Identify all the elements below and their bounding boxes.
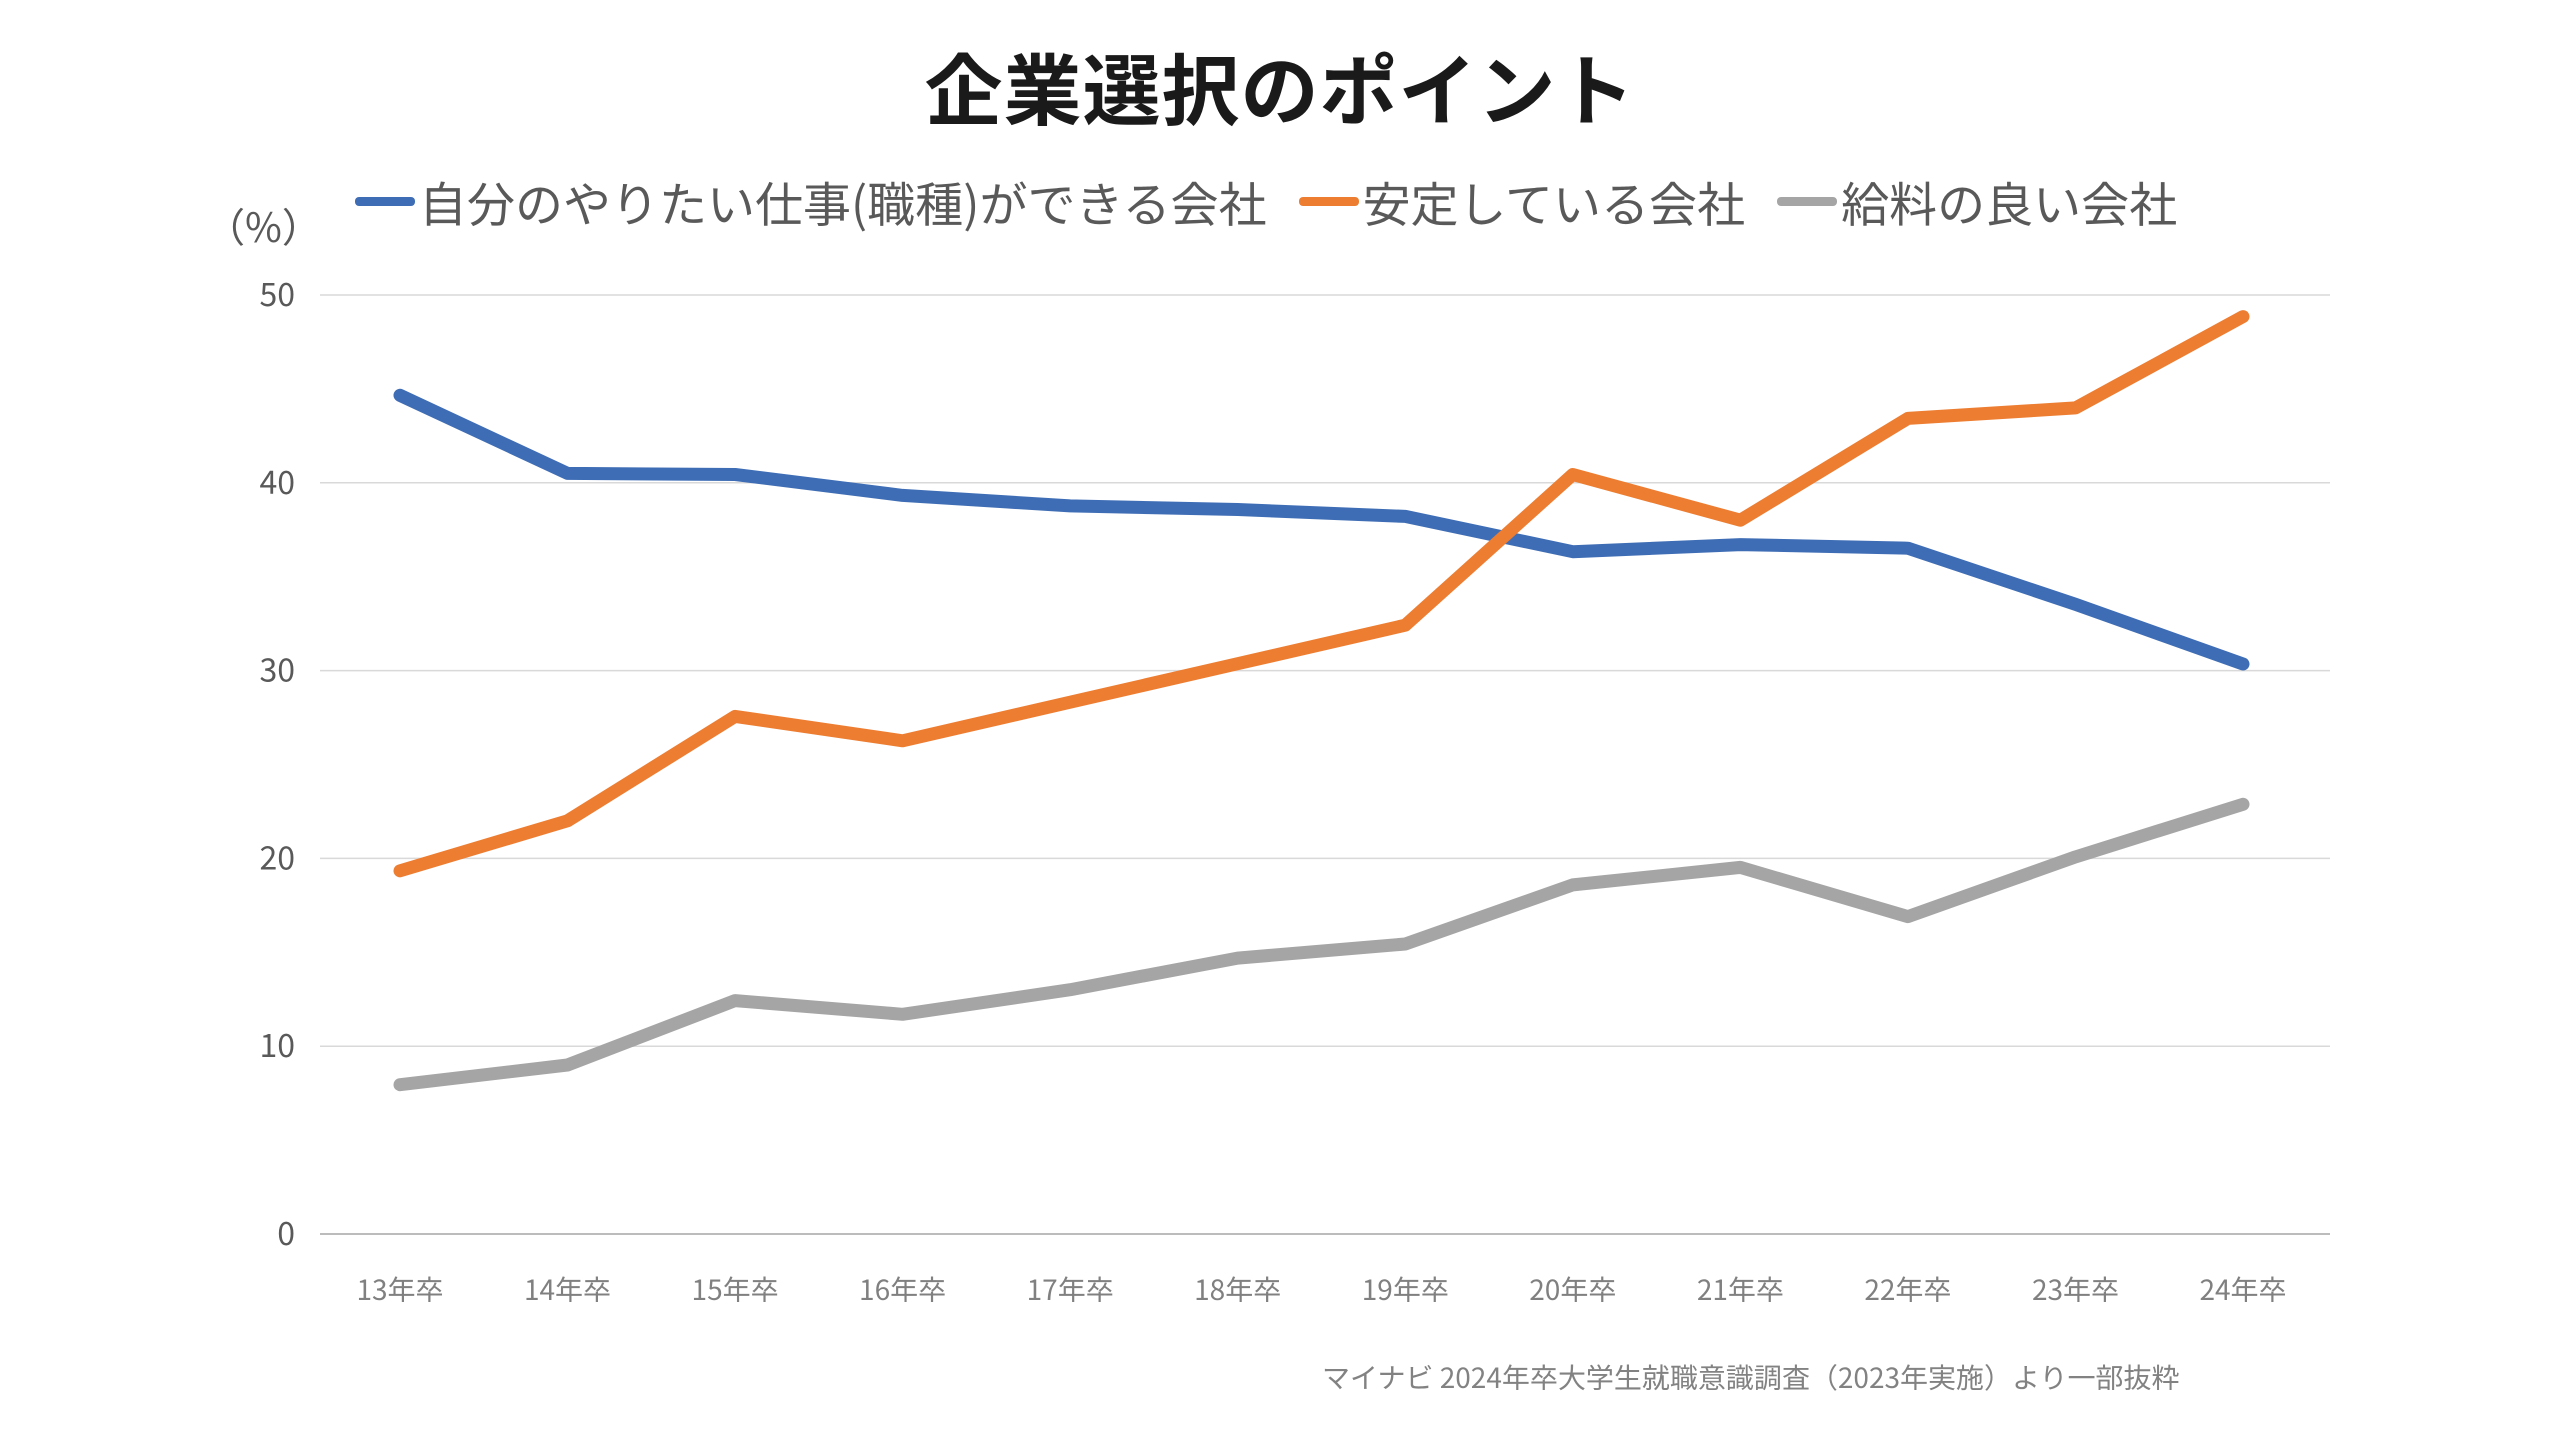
svg-text:10: 10 — [259, 1021, 295, 1067]
svg-text:15年卒: 15年卒 — [692, 1269, 779, 1309]
svg-text:21年卒: 21年卒 — [1697, 1269, 1784, 1309]
svg-text:18年卒: 18年卒 — [1194, 1269, 1281, 1309]
svg-text:19年卒: 19年卒 — [1362, 1269, 1449, 1309]
svg-text:14年卒: 14年卒 — [524, 1269, 611, 1309]
svg-text:22年卒: 22年卒 — [1864, 1269, 1951, 1309]
svg-text:23年卒: 23年卒 — [2032, 1269, 2119, 1309]
svg-text:0: 0 — [277, 1209, 295, 1255]
svg-text:17年卒: 17年卒 — [1027, 1269, 1114, 1309]
svg-text:50: 50 — [259, 270, 295, 316]
svg-text:13年卒: 13年卒 — [356, 1269, 443, 1309]
svg-text:40: 40 — [259, 458, 295, 504]
svg-text:20: 20 — [259, 833, 295, 879]
svg-text:30: 30 — [259, 646, 295, 692]
svg-text:16年卒: 16年卒 — [859, 1269, 946, 1309]
svg-text:20年卒: 20年卒 — [1529, 1269, 1616, 1309]
svg-text:24年卒: 24年卒 — [2199, 1269, 2286, 1309]
